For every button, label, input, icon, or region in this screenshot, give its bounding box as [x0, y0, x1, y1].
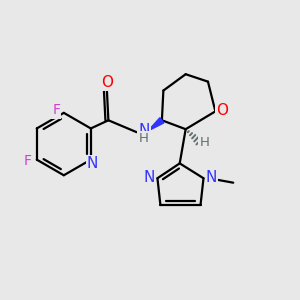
Text: N: N: [87, 156, 98, 171]
Text: N: N: [138, 124, 150, 139]
Text: N: N: [144, 170, 155, 185]
Text: O: O: [101, 75, 113, 90]
Text: F: F: [52, 103, 60, 118]
Text: N: N: [206, 170, 217, 185]
Polygon shape: [148, 118, 164, 131]
Text: H: H: [139, 132, 149, 145]
Text: H: H: [200, 136, 209, 149]
Text: O: O: [216, 103, 228, 118]
Text: F: F: [24, 154, 32, 168]
